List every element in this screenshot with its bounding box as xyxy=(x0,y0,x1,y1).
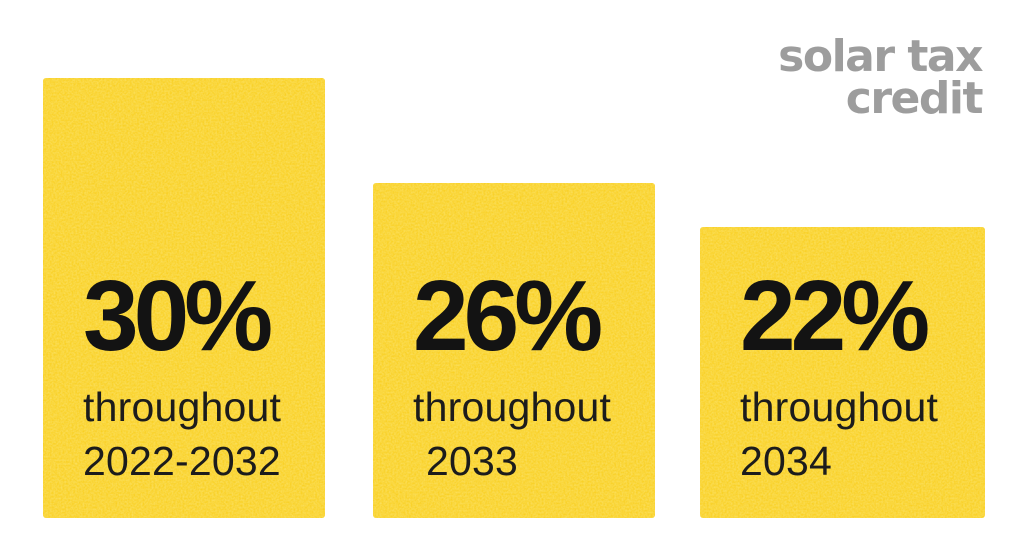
bar-period: 2033 xyxy=(426,437,519,484)
bar-sublabel: throughout xyxy=(83,383,282,430)
bar-value: 22% xyxy=(740,259,930,372)
bar-label-group: 22% throughout 2034 xyxy=(740,266,979,488)
bar-label-group: 26% throughout 2033 xyxy=(413,266,649,488)
page-title: solar tax credit xyxy=(778,31,984,124)
bar-2033: 26% throughout 2033 xyxy=(373,183,655,518)
bar-period: 2022-2032 xyxy=(83,437,281,484)
bar-label-group: 30% throughout 2022-2032 xyxy=(83,266,319,488)
bar-2022-2032: 30% throughout 2022-2032 xyxy=(43,78,325,518)
title-line-1: solar tax xyxy=(778,31,983,82)
bar-value: 30% xyxy=(83,259,273,372)
bar-period: 2034 xyxy=(740,437,833,484)
bar-sublabel: throughout xyxy=(740,383,939,430)
bar-sublabel: throughout xyxy=(413,383,612,430)
title-line-2: credit xyxy=(845,73,984,124)
bar-value: 26% xyxy=(413,259,603,372)
bar-2034: 22% throughout 2034 xyxy=(700,227,985,518)
